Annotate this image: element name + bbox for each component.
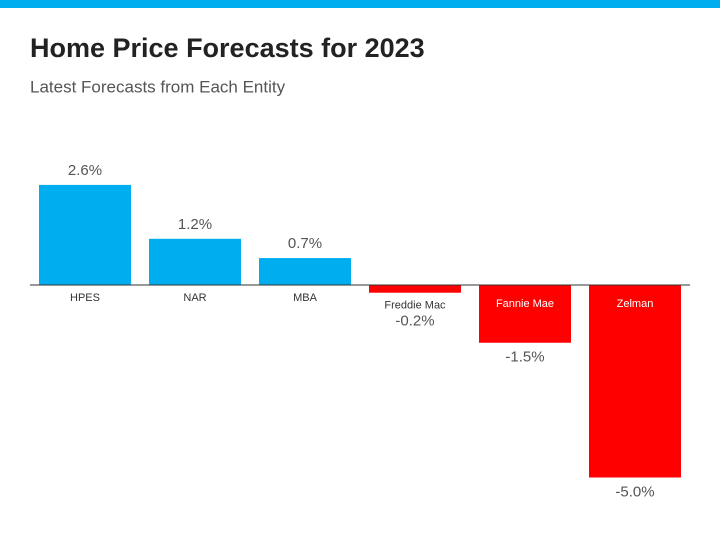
top-stripe <box>0 0 720 8</box>
bar <box>589 285 681 478</box>
x-tick-label: Fannie Mae <box>496 298 554 310</box>
x-tick-label: NAR <box>183 292 206 304</box>
bar <box>39 184 131 285</box>
chart-title: Home Price Forecasts for 2023 <box>30 33 425 63</box>
value-label: -5.0% <box>615 483 654 500</box>
value-label: -1.5% <box>505 349 544 366</box>
value-label: 0.7% <box>288 235 322 252</box>
x-tick-label: MBA <box>293 292 318 304</box>
value-label: -0.2% <box>395 313 434 330</box>
bar <box>369 285 461 293</box>
x-tick-label: Zelman <box>617 298 654 310</box>
bar <box>149 238 241 285</box>
value-label: 1.2% <box>178 216 212 233</box>
bar <box>259 258 351 285</box>
chart-subtitle: Latest Forecasts from Each Entity <box>30 77 286 96</box>
x-tick-label: Freddie Mac <box>384 300 446 312</box>
x-tick-label: HPES <box>70 292 100 304</box>
value-label: 2.6% <box>68 162 102 179</box>
bar <box>479 285 571 343</box>
